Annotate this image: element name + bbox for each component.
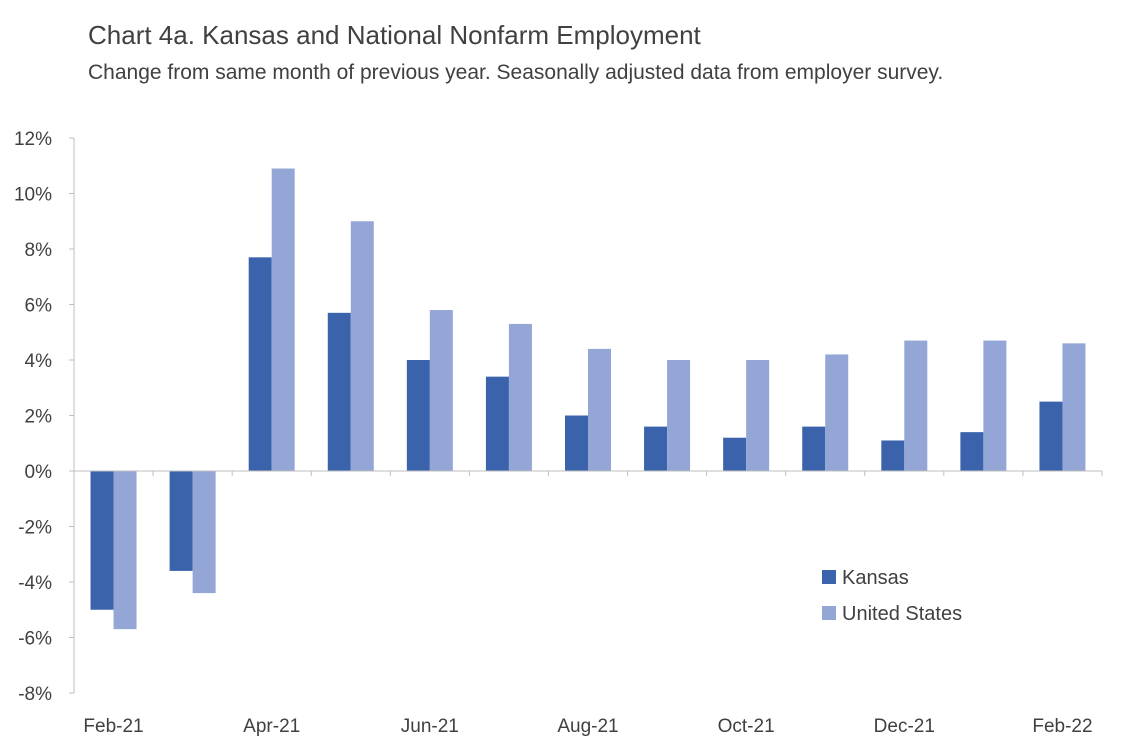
- x-tick-label: Apr-21: [243, 716, 300, 737]
- bar-united-states-jan-22: [983, 340, 1007, 471]
- bar-kansas-oct-21: [723, 437, 747, 471]
- bar-kansas-mar-21: [169, 471, 193, 571]
- y-tick-label: 2%: [25, 407, 53, 428]
- y-tick-label: -4%: [18, 573, 52, 594]
- legend-swatch-kansas: [822, 570, 836, 584]
- legend-label-united-states: United States: [842, 603, 962, 625]
- bar-united-states-dec-21: [904, 340, 928, 471]
- bar-kansas-nov-21: [802, 426, 826, 471]
- bar-united-states-oct-21: [746, 360, 770, 471]
- chart-title: Chart 4a. Kansas and National Nonfarm Em…: [88, 20, 701, 50]
- bar-kansas-jun-21: [406, 360, 430, 471]
- chart-subtitle: Change from same month of previous year.…: [88, 61, 944, 84]
- y-tick-label: 8%: [25, 240, 53, 261]
- bar-united-states-may-21: [350, 221, 374, 471]
- bar-united-states-feb-21: [113, 471, 137, 630]
- x-tick-label: Dec-21: [874, 716, 935, 737]
- bar-kansas-apr-21: [248, 257, 272, 471]
- bar-kansas-may-21: [327, 312, 351, 471]
- x-tick-label: Oct-21: [718, 716, 775, 737]
- bar-united-states-jul-21: [508, 323, 532, 471]
- bar-kansas-feb-21: [90, 471, 114, 610]
- y-tick-label: 10%: [14, 185, 52, 206]
- bar-united-states-feb-22: [1062, 343, 1086, 471]
- y-tick-label: -2%: [18, 518, 52, 539]
- legend-label-kansas: Kansas: [842, 567, 909, 589]
- bar-united-states-aug-21: [588, 348, 611, 471]
- bar-kansas-jan-22: [960, 432, 984, 471]
- bar-united-states-jun-21: [429, 310, 453, 471]
- y-tick-label: -8%: [18, 684, 52, 705]
- y-tick-label: 6%: [25, 296, 53, 317]
- x-tick-label: Feb-21: [83, 716, 143, 737]
- legend-swatch-united-states: [822, 606, 836, 620]
- y-tick-label: 4%: [25, 351, 53, 372]
- bar-united-states-sep-21: [667, 360, 691, 471]
- bar-united-states-apr-21: [271, 168, 295, 471]
- bar-kansas-sep-21: [644, 426, 668, 471]
- y-tick-label: 0%: [25, 462, 53, 483]
- y-tick-label: -6%: [18, 629, 52, 650]
- bar-kansas-feb-22: [1039, 401, 1063, 471]
- bar-kansas-jul-21: [485, 376, 509, 471]
- x-tick-label: Jun-21: [401, 716, 459, 737]
- y-tick-label: 12%: [14, 129, 52, 150]
- bar-united-states-mar-21: [192, 471, 216, 594]
- bar-united-states-nov-21: [825, 354, 849, 471]
- bar-kansas-dec-21: [881, 440, 905, 471]
- x-tick-label: Aug-21: [557, 716, 618, 737]
- x-tick-label: Feb-22: [1032, 716, 1092, 737]
- bar-kansas-aug-21: [565, 415, 588, 471]
